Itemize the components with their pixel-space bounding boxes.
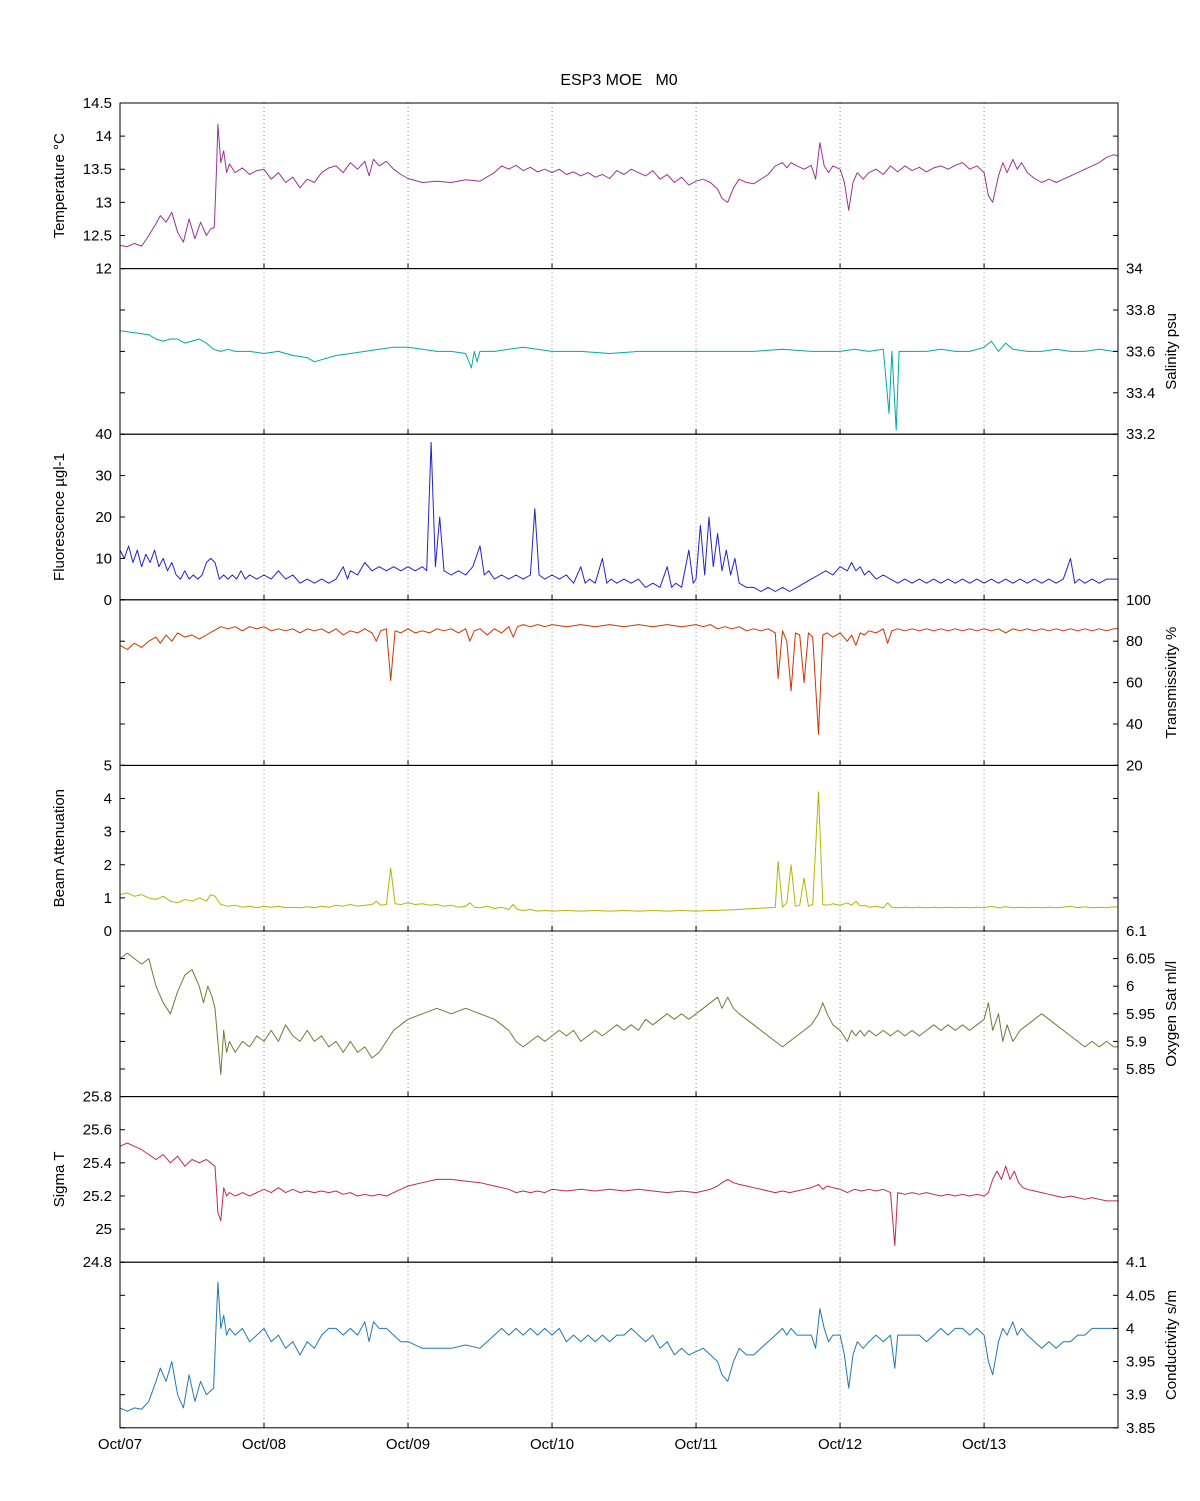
y-tick-label: 4.1: [1126, 1254, 1147, 1271]
y-tick-label: 5: [104, 757, 112, 774]
y-tick-label: 34: [1126, 261, 1143, 278]
y-tick-label: 25: [95, 1221, 112, 1238]
y-tick-label: 14.5: [83, 95, 112, 112]
y-tick-label: 0: [104, 923, 112, 940]
panel-border: [119, 930, 1119, 1098]
y-tick-label: 4.05: [1126, 1287, 1155, 1304]
y-tick-label: 40: [95, 426, 112, 443]
panel-border: [119, 764, 1119, 932]
series-temperature: [119, 123, 1119, 248]
y-tick-label: 33.8: [1126, 302, 1155, 319]
y-tick-label: 5.95: [1126, 1006, 1155, 1023]
y-tick-label: 30: [95, 468, 112, 485]
y-tick-label: 5.85: [1126, 1061, 1155, 1078]
y-tick-label: 40: [1126, 716, 1143, 733]
panel-border: [119, 102, 1119, 270]
y-tick-label: 14: [95, 128, 112, 145]
y-tick-label: 3.85: [1126, 1420, 1155, 1437]
axis-label-conductivity: Conductivity s/m: [1163, 1290, 1180, 1400]
y-tick-label: 2: [104, 857, 112, 874]
axis-label-temperature: Temperature °C: [51, 133, 68, 238]
chart-title: ESP3 MOE M0: [560, 72, 678, 89]
series-sigma-t: [119, 1142, 1118, 1247]
y-tick-label: 60: [1126, 675, 1143, 692]
x-tick-label: Oct/13: [962, 1436, 1006, 1453]
y-tick-label: 33.2: [1126, 426, 1155, 443]
y-tick-label: 25.2: [83, 1188, 112, 1205]
panel-sigma-t: 24.8 25 25.2 25.4 25.6 25.8 Sigma T: [51, 1089, 1119, 1271]
y-tick-label: 12: [95, 261, 112, 278]
axis-label-transmissivity: Transmissivity %: [1163, 627, 1180, 739]
series-oxygen: [119, 952, 1118, 1075]
y-tick-label: 4: [104, 791, 112, 808]
axis-label-oxygen: Oxygen Sat ml/l: [1163, 961, 1180, 1067]
series-transmissivity: [119, 624, 1118, 735]
panel-border: [119, 1096, 1119, 1263]
axis-label-beam-attenuation: Beam Attenuation: [51, 789, 68, 907]
y-tick-label: 6.1: [1126, 923, 1147, 940]
panel-oxygen: 5.85 5.9 5.95 6 6.05 6.1 Oxygen Sat ml/l: [119, 923, 1180, 1098]
y-tick-label: 1: [104, 890, 112, 907]
y-tick-label: 4: [1126, 1320, 1134, 1337]
x-tick-label: Oct/07: [98, 1436, 142, 1453]
panel-conductivity: 3.85 3.9 3.95 4 4.05 4.1 Conductivity s/m: [119, 1254, 1180, 1437]
x-tick-label: Oct/12: [818, 1436, 862, 1453]
series-fluorescence: [119, 442, 1118, 592]
axis-label-sigma-t: Sigma T: [51, 1152, 68, 1208]
axis-label-fluorescence: Fluorescence µgl-1: [51, 453, 68, 581]
y-tick-label: 13.5: [83, 161, 112, 178]
panel-border: [119, 599, 1119, 766]
y-tick-label: 25.4: [83, 1155, 112, 1172]
y-tick-label: 33.6: [1126, 343, 1155, 360]
y-tick-label: 3.95: [1126, 1354, 1155, 1371]
series-salinity: [119, 330, 1118, 431]
panel-beam-attenuation: 0 1 2 3 4 5 Beam Attenuation: [51, 757, 1119, 940]
x-tick-label: Oct/11: [675, 1436, 718, 1453]
y-tick-label: 25.8: [83, 1089, 112, 1106]
y-tick-label: 25.6: [83, 1122, 112, 1139]
y-tick-label: 3: [104, 824, 112, 841]
y-tick-label: 10: [95, 550, 112, 567]
axis-label-salinity: Salinity psu: [1163, 313, 1180, 390]
y-tick-label: 6: [1126, 978, 1134, 995]
x-tick-label: Oct/09: [386, 1436, 430, 1453]
panel-temperature: 12 12.5 13 13.5 14 14.5 Temperature °C: [51, 95, 1119, 278]
panel-border: [119, 1261, 1119, 1429]
panel-border: [119, 433, 1119, 601]
y-tick-label: 20: [95, 509, 112, 526]
series-beam-attenuation: [119, 791, 1119, 912]
y-tick-label: 0: [104, 592, 112, 609]
x-tick-label: Oct/08: [242, 1436, 286, 1453]
y-tick-label: 20: [1126, 757, 1143, 774]
x-tick-label: Oct/10: [530, 1436, 574, 1453]
y-tick-label: 80: [1126, 633, 1143, 650]
y-tick-label: 33.4: [1126, 385, 1155, 402]
y-tick-label: 12.5: [83, 227, 112, 244]
y-tick-label: 5.9: [1126, 1033, 1147, 1050]
y-tick-label: 24.8: [83, 1254, 112, 1271]
panel-transmissivity: 20 40 60 80 100 Transmissivity %: [119, 592, 1180, 774]
series-conductivity: [119, 1281, 1118, 1412]
y-tick-label: 100: [1126, 592, 1151, 609]
panel-salinity: 33.2 33.4 33.6 33.8 34 Salinity psu: [119, 261, 1180, 443]
y-tick-label: 3.9: [1126, 1387, 1147, 1404]
panel-fluorescence: 0 10 20 30 40 Fluorescence µgl-1: [51, 426, 1119, 609]
y-tick-label: 6.05: [1126, 951, 1155, 968]
y-tick-label: 13: [95, 194, 112, 211]
